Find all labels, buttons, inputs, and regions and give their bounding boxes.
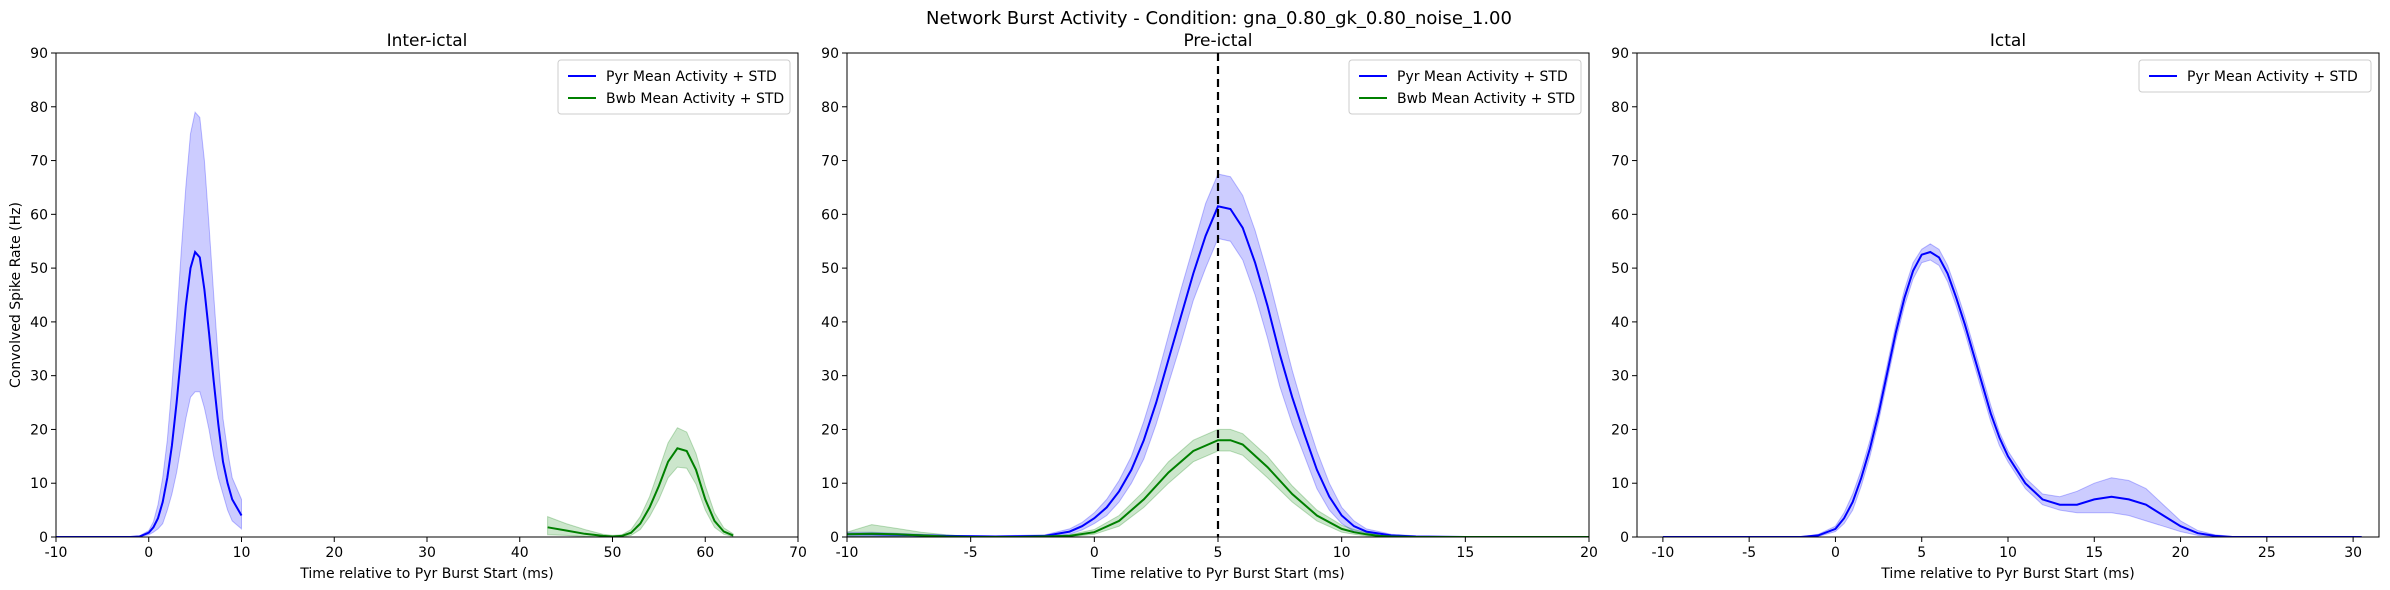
y-tick-label: 10 (821, 476, 839, 492)
y-tick-label: 90 (821, 46, 839, 62)
y-tick-label: 0 (1620, 530, 1629, 546)
subplot-title: Ictal (1990, 31, 2026, 51)
std-band-pyr (1662, 243, 2362, 537)
x-tick-label: 40 (511, 545, 529, 561)
x-tick-label: 10 (1999, 545, 2017, 561)
y-tick-label: 30 (821, 369, 839, 385)
x-tick-label: 0 (1090, 545, 1099, 561)
y-tick-label: 30 (30, 369, 48, 385)
legend-box (557, 59, 791, 115)
x-tick-label: 10 (1333, 545, 1351, 561)
x-tick-label: 15 (1456, 545, 1474, 561)
x-tick-label: 0 (144, 545, 153, 561)
legend-label: Pyr Mean Activity + STD (606, 69, 777, 85)
y-tick-label: 30 (1611, 369, 1629, 385)
legend: Pyr Mean Activity + STD (2138, 59, 2372, 93)
y-tick-label: 80 (821, 100, 839, 116)
x-tick-label: 20 (2172, 545, 2190, 561)
x-axis-label: Time relative to Pyr Burst Start (ms) (1880, 566, 2134, 582)
x-tick-label: -5 (1742, 545, 1756, 561)
legend-label: Pyr Mean Activity + STD (1397, 69, 1568, 85)
legend-box (2138, 59, 2372, 93)
std-band-pyr (847, 173, 1589, 537)
y-tick-label: 60 (821, 207, 839, 223)
x-tick-label: -10 (45, 545, 68, 561)
y-axis-label: Convolved Spike Rate (Hz) (8, 202, 24, 388)
y-tick-label: 90 (1611, 46, 1629, 62)
axes-frame (1636, 52, 2380, 538)
x-tick-label: 15 (2085, 545, 2103, 561)
legend-box (1348, 59, 1582, 115)
y-tick-label: 50 (821, 261, 839, 277)
y-tick-label: 90 (30, 46, 48, 62)
y-tick-label: 70 (821, 154, 839, 170)
y-tick-label: 80 (30, 100, 48, 116)
y-tick-label: 0 (830, 530, 839, 546)
x-tick-label: 10 (233, 545, 251, 561)
x-tick-label: -5 (964, 545, 978, 561)
x-axis-label: Time relative to Pyr Burst Start (ms) (1090, 566, 1344, 582)
x-tick-label: 5 (1917, 545, 1926, 561)
mean-line-pyr (56, 249, 243, 537)
subplot-title: Inter-ictal (387, 31, 468, 51)
x-axis-label: Time relative to Pyr Burst Start (ms) (299, 566, 553, 582)
legend-label: Bwb Mean Activity + STD (606, 91, 784, 107)
y-tick-label: 40 (30, 315, 48, 331)
legend: Pyr Mean Activity + STD Bwb Mean Activity… (1348, 59, 1582, 115)
y-tick-label: 10 (30, 476, 48, 492)
x-tick-label: 30 (418, 545, 436, 561)
y-tick-label: 20 (821, 422, 839, 438)
legend-label: Pyr Mean Activity + STD (2187, 69, 2358, 85)
x-tick-label: 50 (604, 545, 622, 561)
plot-area (1662, 243, 2362, 537)
subplot-title: Pre-ictal (1183, 31, 1252, 51)
y-tick-label: 20 (30, 422, 48, 438)
subplot-2: -10 -5 0 5 10 15 20 0 10 20 30 40 50 60 70 80 90 Pre-icta… (821, 31, 1598, 582)
x-tick-label: -10 (836, 545, 859, 561)
y-tick-label: 50 (1611, 261, 1629, 277)
y-tick-label: 40 (1611, 315, 1629, 331)
y-tick-label: 80 (1611, 100, 1629, 116)
x-tick-label: 30 (2344, 545, 2362, 561)
y-tick-label: 0 (39, 530, 48, 546)
y-tick-label: 60 (1611, 207, 1629, 223)
std-band-bwb (547, 427, 734, 537)
x-tick-label: 20 (1580, 545, 1598, 561)
x-tick-label: 20 (325, 545, 343, 561)
subplot-3: -10 -5 0 5 10 15 20 25 30 0 10 20 30 40 50 60 70 80 90 Icta… (1611, 31, 2380, 582)
legend-label: Bwb Mean Activity + STD (1397, 91, 1575, 107)
plot-area (847, 53, 1589, 537)
x-tick-label: 60 (696, 545, 714, 561)
x-tick-label: -10 (1651, 545, 1674, 561)
y-tick-label: 10 (1611, 476, 1629, 492)
x-tick-label: 70 (789, 545, 807, 561)
y-tick-label: 40 (821, 315, 839, 331)
mean-line-pyr (847, 205, 1589, 537)
y-tick-label: 70 (1611, 154, 1629, 170)
plot-area (56, 111, 734, 537)
y-tick-label: 50 (30, 261, 48, 277)
y-tick-label: 60 (30, 207, 48, 223)
y-tick-label: 70 (30, 154, 48, 170)
x-tick-label: 25 (2258, 545, 2276, 561)
y-tick-label: 20 (1611, 422, 1629, 438)
x-tick-label: 0 (1831, 545, 1840, 561)
mean-line-pyr (1662, 250, 2362, 537)
mean-line-bwb (547, 447, 734, 537)
std-band-pyr (56, 111, 242, 537)
subplot-1: -10 0 10 20 30 40 50 60 700102030405060708090Int… (8, 31, 807, 582)
figure-title: Network Burst Activity - Condition: gna_… (926, 8, 1512, 29)
legend: Pyr Mean Activity + STD Bwb Mean Activity… (557, 59, 791, 115)
x-tick-label: 5 (1214, 545, 1223, 561)
